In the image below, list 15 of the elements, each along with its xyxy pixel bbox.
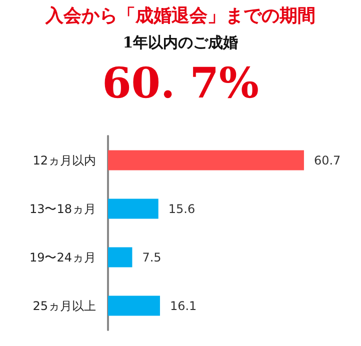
data-label: 7.5 xyxy=(142,250,162,264)
y-tick-label: 13〜18ヵ月 xyxy=(29,202,96,216)
bar xyxy=(108,296,160,316)
y-tick-label: 25ヵ月以上 xyxy=(32,298,96,313)
y-tick-label: 12ヵ月以内 xyxy=(32,153,96,168)
data-label: 15.6 xyxy=(168,202,196,216)
y-tick-label: 19〜24ヵ月 xyxy=(29,250,96,264)
bar xyxy=(108,247,132,268)
data-label: 16.1 xyxy=(170,298,197,313)
data-label: 60.7 xyxy=(314,153,341,168)
bar xyxy=(108,198,158,219)
chart-title: 入会から「成婚退会」までの期間 xyxy=(44,6,316,26)
text: 60. 7% xyxy=(102,58,259,108)
chart-subtitle: 1年以内のご成婚 xyxy=(122,34,238,52)
bar xyxy=(108,150,304,170)
